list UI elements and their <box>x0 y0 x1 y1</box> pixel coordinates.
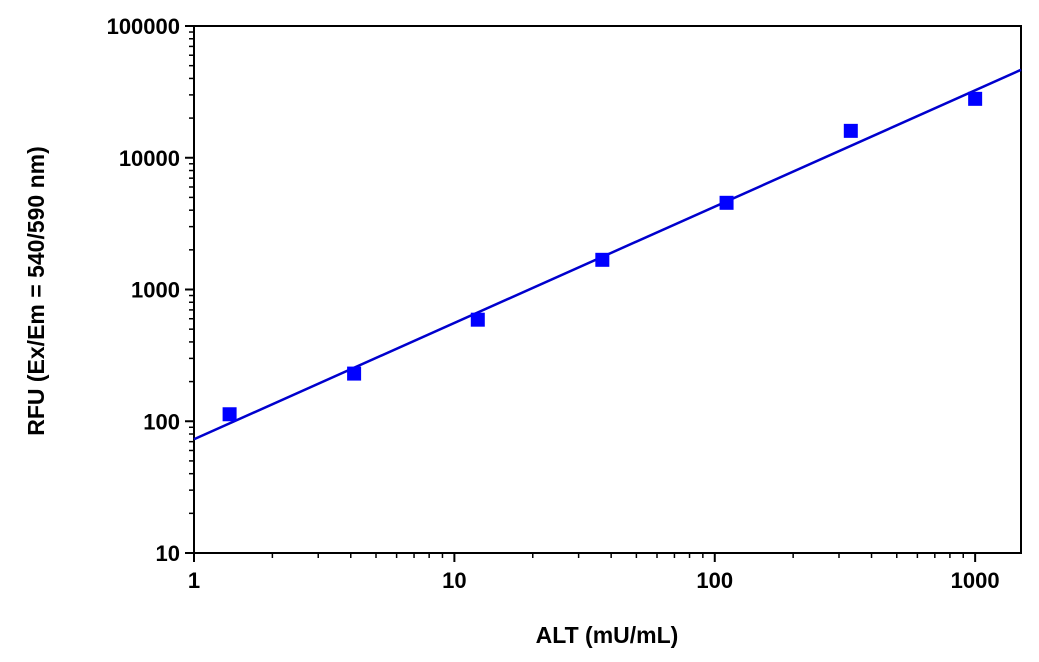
x-tick-label: 10 <box>442 568 466 593</box>
data-point <box>719 195 734 210</box>
data-point <box>595 252 610 267</box>
x-tick-label: 1 <box>188 568 200 593</box>
data-point <box>968 91 983 106</box>
x-axis-title: ALT (mU/mL) <box>536 622 679 648</box>
plot-frame <box>193 25 1022 554</box>
data-point <box>470 312 485 327</box>
x-tick-label: 1000 <box>951 568 1000 593</box>
tick-labels-layer: 1 10 100 1000 10 100 1000 10000 100000 <box>107 14 1000 593</box>
data-points-layer <box>222 91 983 422</box>
data-point <box>843 123 858 138</box>
x-tick-label: 100 <box>696 568 733 593</box>
y-tick-label: 100 <box>143 409 180 434</box>
y-tick-label: 10 <box>156 541 180 566</box>
y-tick-label: 100000 <box>107 14 180 39</box>
axes <box>185 25 1022 562</box>
y-axis-title: RFU (Ex/Em = 540/590 nm) <box>23 146 49 436</box>
data-point <box>347 366 362 381</box>
y-tick-label: 1000 <box>131 278 180 303</box>
y-tick-label: 10000 <box>119 146 180 171</box>
data-point <box>222 407 237 422</box>
